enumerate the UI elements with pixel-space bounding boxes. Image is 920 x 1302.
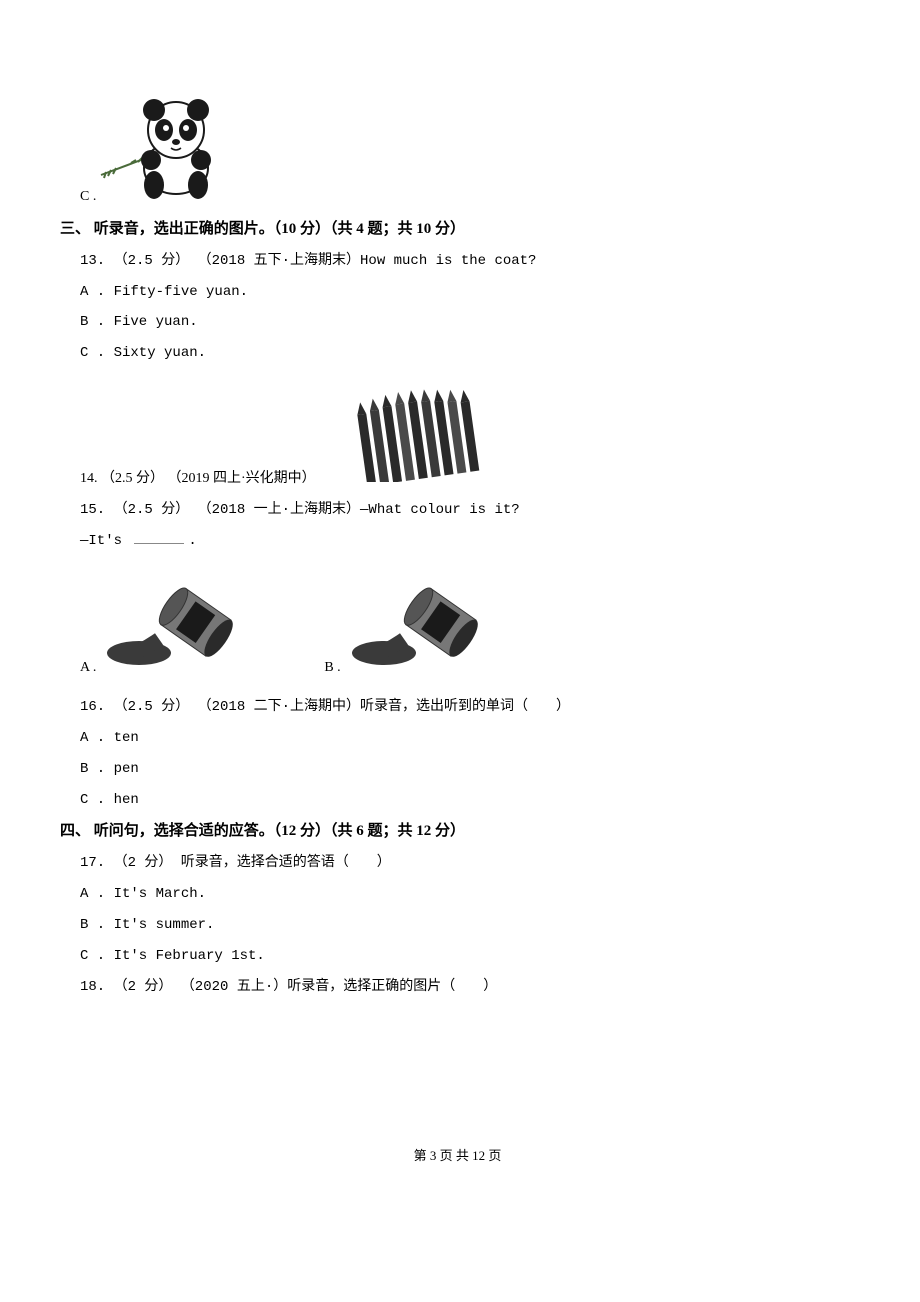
- q17-line: 17. （2 分） 听录音，选择合适的答语（ ）: [60, 848, 855, 879]
- q13-opt-a: A . Fifty-five yuan.: [60, 277, 855, 308]
- q12-optC-label: C .: [80, 182, 96, 213]
- section3-heading: 三、 听录音，选出正确的图片。（10 分）（共 4 题；共 10 分）: [60, 213, 855, 246]
- q13-opt-b: B . Five yuan.: [60, 307, 855, 338]
- q15-line: 15. （2.5 分） （2018 一上·上海期末）—What colour i…: [60, 495, 855, 526]
- q15-options-row: A . B .: [60, 571, 855, 684]
- q18-line: 18. （2 分） （2020 五上·）听录音，选择正确的图片（ ）: [60, 972, 855, 1003]
- q14-line-wrap: 14. （2.5 分） （2019 四上·兴化期中）: [60, 377, 855, 495]
- crayons-image: [336, 377, 491, 495]
- q16-line: 16. （2.5 分） （2018 二下·上海期中）听录音，选出听到的单词（ ）: [60, 692, 855, 723]
- panda-image: [96, 90, 236, 213]
- q15-line2: —It's .: [60, 526, 855, 557]
- q16-opt-c: C . hen: [60, 785, 855, 816]
- section4-heading: 四、 听问句，选择合适的应答。（12 分）（共 6 题；共 12 分）: [60, 815, 855, 848]
- q15-opt-b-wrap: B .: [324, 571, 498, 684]
- q16-opt-a: A . ten: [60, 723, 855, 754]
- q13-line: 13. （2.5 分） （2018 五下·上海期末）How much is th…: [60, 246, 855, 277]
- paint-can-a: [104, 571, 254, 684]
- q12-option-c: C .: [60, 90, 855, 213]
- q17-opt-c: C . It's February 1st.: [60, 941, 855, 972]
- q15-line2-suffix: .: [188, 533, 196, 549]
- q16-opt-b: B . pen: [60, 754, 855, 785]
- q15-opt-a-wrap: A .: [80, 571, 254, 684]
- q15-line2-prefix: —It's: [80, 533, 130, 549]
- q15-optB-label: B .: [324, 653, 340, 684]
- q17-opt-a: A . It's March.: [60, 879, 855, 910]
- q13-opt-c: C . Sixty yuan.: [60, 338, 855, 369]
- q15-blank: [134, 537, 184, 544]
- q14-text: 14. （2.5 分） （2019 四上·兴化期中）: [80, 464, 316, 495]
- paint-can-b: [349, 571, 499, 684]
- q17-opt-b: B . It's summer.: [60, 910, 855, 941]
- page-footer: 第 3 页 共 12 页: [60, 1142, 855, 1171]
- q15-optA-label: A .: [80, 653, 96, 684]
